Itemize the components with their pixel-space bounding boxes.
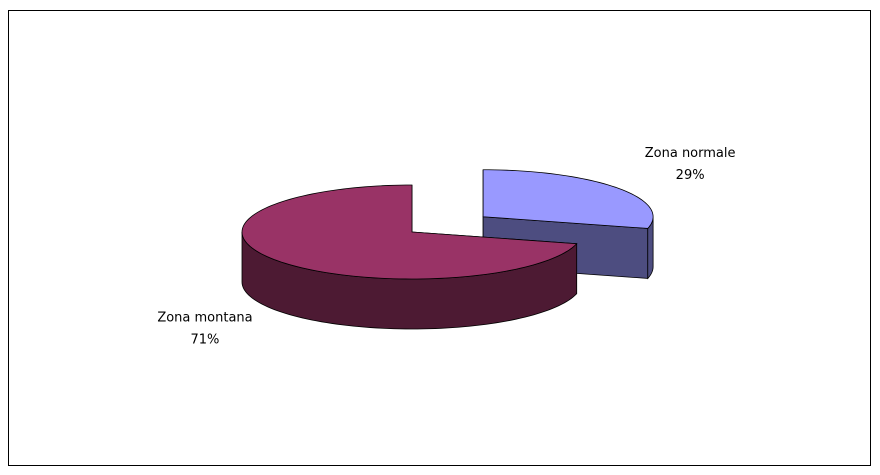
slice bbox=[482, 169, 654, 229]
slice-value-label: 71% bbox=[191, 333, 220, 348]
slice bbox=[241, 184, 578, 280]
slice-value-label: 29% bbox=[676, 168, 705, 183]
slice-label: Zona normale bbox=[645, 146, 736, 161]
slice-label: Zona montana bbox=[157, 311, 252, 326]
